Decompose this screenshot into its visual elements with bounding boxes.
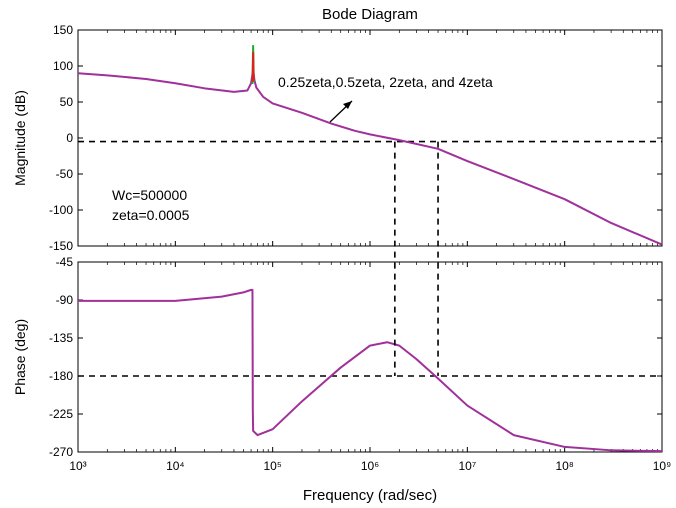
y-tick-label: 0	[66, 131, 73, 145]
y-tick-label: -100	[49, 203, 73, 217]
y-tick-label: -50	[56, 167, 74, 181]
phase-series	[78, 288, 663, 453]
magnitude-panel: Magnitude (dB) 150 100 50 0 -50 -100 -150 0.25…	[12, 23, 663, 253]
series-line-2	[251, 52, 255, 82]
param-wc: Wc=500000	[112, 187, 187, 203]
series-line-0	[78, 288, 663, 453]
x-tick-label: 10³	[69, 459, 86, 473]
magnitude-axis-ticks: 150 100 50 0 -50 -100 -150	[49, 23, 663, 253]
y-tick-label: -150	[49, 239, 73, 253]
x-tick-label: 10⁸	[555, 459, 573, 473]
y-tick-label: 50	[60, 95, 74, 109]
y-tick-label: -180	[49, 369, 73, 383]
y-tick-label: -225	[49, 407, 73, 421]
y-tick-label: -90	[56, 293, 74, 307]
magnitude-ylabel: Magnitude (dB)	[12, 90, 28, 186]
annotation-label: 0.25zeta,0.5zeta, 2zeta, and 4zeta	[278, 74, 493, 90]
y-tick-label: 100	[53, 59, 73, 73]
x-axis-label: Frequency (rad/sec)	[303, 487, 437, 504]
x-tick-label: 10⁵	[264, 459, 282, 473]
y-tick-label: -270	[49, 445, 73, 459]
phase-ylabel: Phase (deg)	[12, 319, 28, 395]
x-tick-label: 10⁶	[361, 459, 379, 473]
y-tick-label: 150	[53, 23, 73, 37]
annotation-arrowhead	[343, 101, 352, 109]
phase-plot-area	[77, 261, 663, 453]
magnitude-plot-area	[77, 29, 663, 247]
y-tick-label: -135	[49, 331, 73, 345]
x-tick-label: 10⁷	[458, 459, 476, 473]
x-tick-label: 10⁴	[166, 459, 185, 473]
param-zeta: zeta=0.0005	[112, 207, 190, 223]
chart-title: Bode Diagram	[322, 6, 418, 23]
magnitude-series	[77, 44, 663, 246]
x-axis-ticks: 10³ 10⁴ 10⁵ 10⁶ 10⁷ 10⁸ 10⁹	[69, 459, 671, 473]
x-tick-label: 10⁹	[653, 459, 672, 473]
phase-panel: Phase (deg) -45 -90 -135 -180 -225 -270	[12, 255, 663, 459]
series-line-0	[77, 68, 663, 246]
y-tick-label: -45	[56, 255, 74, 269]
